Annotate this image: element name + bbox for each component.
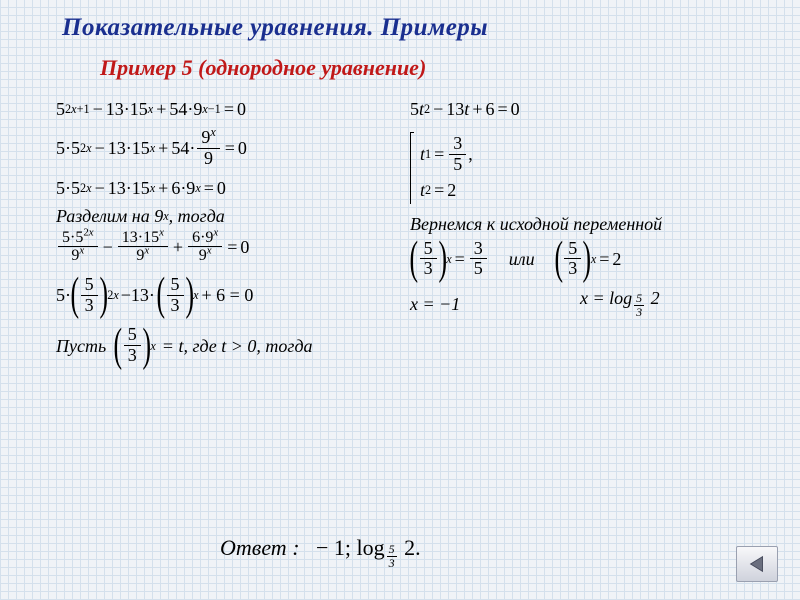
eq-1: 52x+1−13·15x+54·9x−1=0 <box>56 100 376 118</box>
eq-5: 5·(53)2x −13· (53)x + 6 = 0 <box>56 275 376 316</box>
triangle-left-icon <box>746 553 768 575</box>
quadratic: 5t2−13t+6=0 <box>410 100 770 118</box>
example-subtitle: Пример 5 (однородное уравнение) <box>100 55 426 81</box>
page-title: Показательные уравнения. Примеры <box>62 14 488 42</box>
nav-back-button[interactable] <box>736 546 778 582</box>
substitution: Пусть (53)x = t, где t > 0, тогда <box>56 325 376 366</box>
right-column: 5t2−13t+6=0 t1=35, t2=2 Вернемся к исход… <box>410 100 770 330</box>
answer-line: Ответ : − 1; log53 2. <box>220 535 421 571</box>
eq-3: 5·52x−13·15x+6·9x=0 <box>56 179 376 197</box>
system: t1=35, t2=2 <box>410 128 770 205</box>
eq-4: 5·52x9x − 13·15x9x + 6·9x9x =0 <box>56 229 376 265</box>
solutions: x = −1 x = log53 2 <box>410 289 770 319</box>
back-subst: (53)x = 35 или (53)x =2 <box>410 239 770 280</box>
divide-text: Разделим на 9x, тогда <box>56 207 376 225</box>
return-text: Вернемся к исходной переменной <box>410 215 770 233</box>
eq-2: 5·52x−13·15x+54· 9x9 =0 <box>56 128 376 169</box>
left-column: 52x+1−13·15x+54·9x−1=0 5·52x−13·15x+54· … <box>56 100 376 376</box>
